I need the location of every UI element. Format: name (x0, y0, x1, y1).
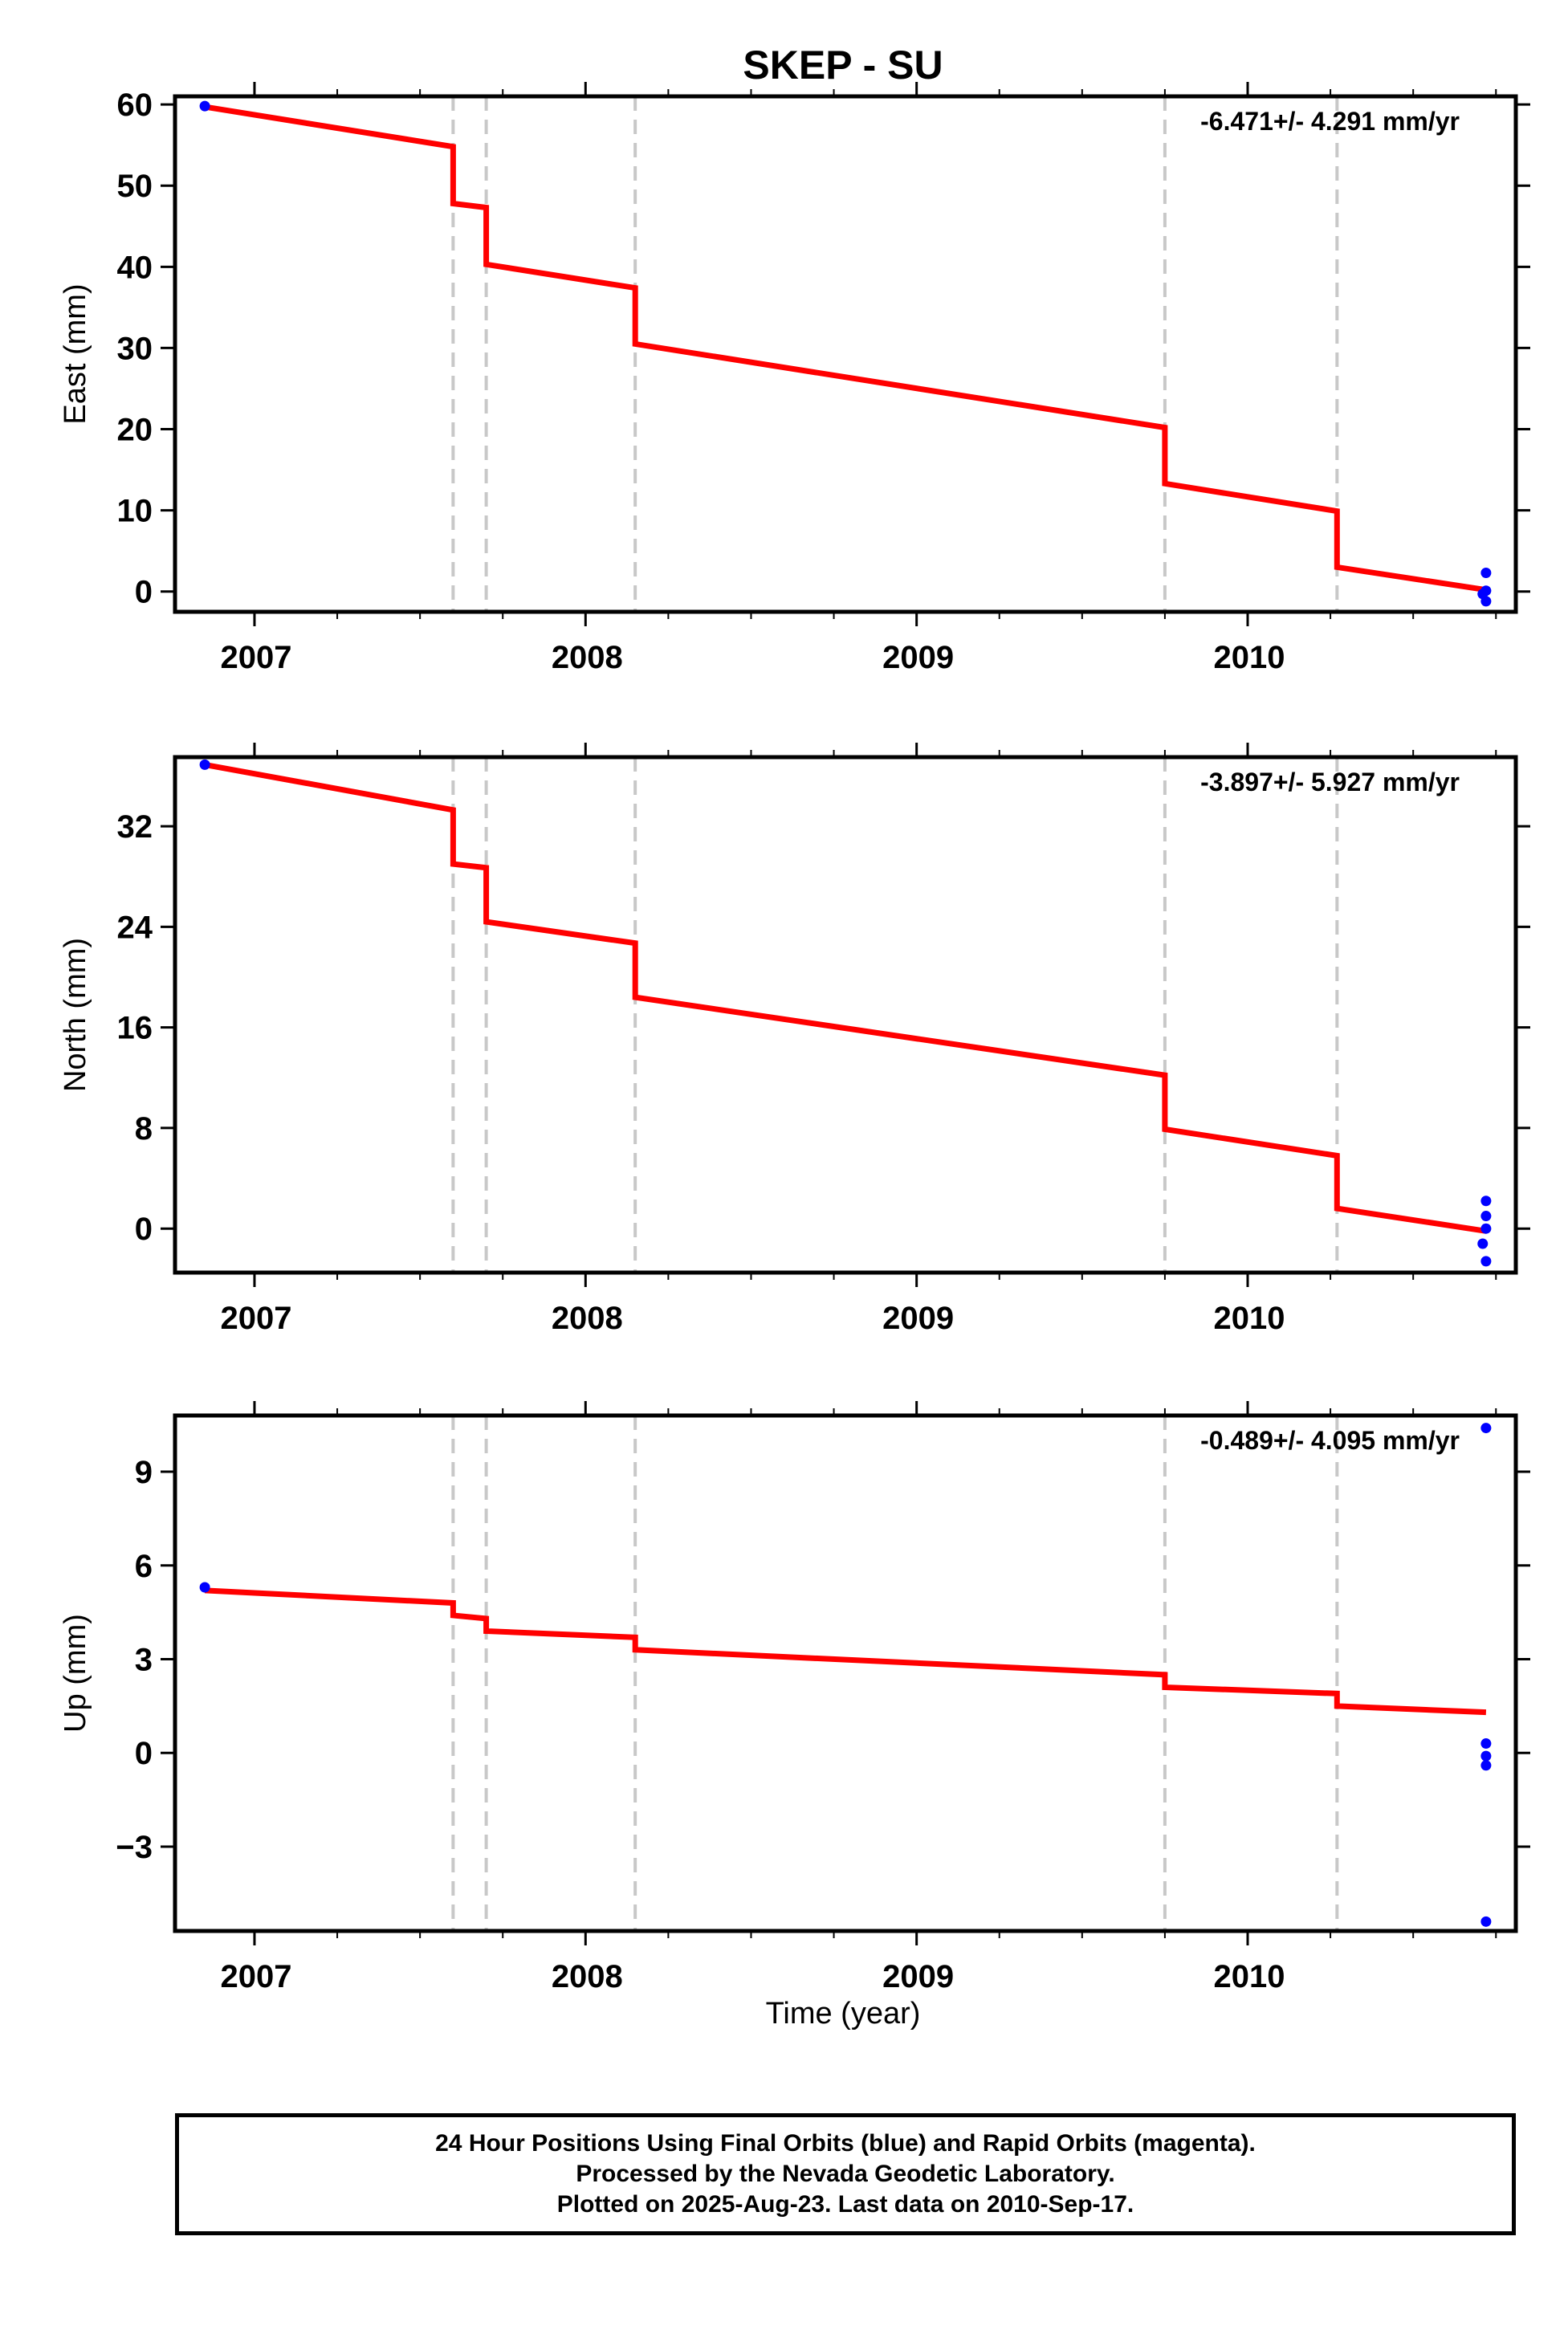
data-point (199, 1582, 210, 1593)
y-tick-label: 3 (135, 1642, 153, 1677)
y-tick-label: 0 (135, 575, 153, 610)
y-tick-label: 40 (117, 250, 153, 285)
y-tick-label: 10 (117, 494, 153, 529)
data-point (1480, 1223, 1492, 1234)
x-tick-label: 2007 (220, 640, 291, 675)
data-point (1480, 596, 1492, 607)
x-tick-label: 2009 (882, 1301, 954, 1336)
data-point (1477, 1238, 1489, 1249)
x-tick-label: 2008 (552, 1959, 623, 1994)
y-tick-label: 20 (117, 413, 153, 448)
y-tick-label: 16 (117, 1011, 153, 1046)
footer-line-2: Processed by the Nevada Geodetic Laborat… (576, 2161, 1115, 2187)
model-line (204, 104, 1487, 593)
data-point (1480, 585, 1492, 597)
data-point (1480, 1196, 1492, 1207)
y-tick-label: 6 (135, 1549, 153, 1584)
y-axis-label: North (mm) (59, 938, 92, 1092)
rate-annotation: -0.489+/- 4.095 mm/yr (1200, 1426, 1460, 1455)
data-point (199, 100, 210, 112)
y-tick-label: −3 (116, 1830, 153, 1865)
panel-1: 2007 2008 2009 2010 0 10 20 30 40 50 60 East (mm) -6… (59, 82, 1530, 675)
data-point (1480, 1916, 1492, 1927)
panel-2: 2007 2008 2009 2010 0 8 16 24 32 North (mm) -3.897… (59, 743, 1530, 1336)
y-tick-label: 50 (117, 169, 153, 204)
data-point (1480, 1738, 1492, 1750)
rate-annotation: -6.471+/- 4.291 mm/yr (1200, 107, 1460, 136)
data-point (1480, 1256, 1492, 1267)
y-tick-label: 32 (117, 809, 153, 845)
x-axis-label: Time (year) (766, 1997, 921, 2031)
footer-line-3: Plotted on 2025-Aug-23. Last data on 201… (556, 2191, 1134, 2218)
y-tick-label: 24 (117, 910, 153, 945)
footer-box: 24 Hour Positions Using Final Orbits (bl… (175, 2113, 1516, 2235)
chart-title: SKEP - SU (743, 43, 943, 88)
y-axis-label: East (mm) (59, 283, 92, 424)
x-tick-label: 2010 (1214, 1959, 1285, 1994)
panel-3: 2007 2008 2009 2010 −3 0 3 6 9 Up (mm) -0.489+/- 4… (59, 1401, 1530, 1994)
y-tick-label: 30 (117, 331, 153, 366)
x-tick-label: 2008 (552, 1301, 623, 1336)
y-tick-label: 0 (135, 1212, 153, 1247)
data-point (1480, 1423, 1492, 1434)
y-tick-label: 9 (135, 1455, 153, 1490)
data-point (1480, 1750, 1492, 1762)
data-point (1480, 1211, 1492, 1222)
plot-frame (173, 755, 1518, 1275)
data-point (199, 759, 210, 770)
plot-frame (173, 94, 1518, 614)
model-line (204, 1587, 1487, 1716)
x-tick-label: 2009 (882, 640, 954, 675)
y-axis-label: Up (mm) (59, 1614, 92, 1733)
plot-frame (173, 1413, 1518, 1933)
x-tick-label: 2009 (882, 1959, 954, 1994)
footer-line-1: 24 Hour Positions Using Final Orbits (bl… (435, 2130, 1256, 2157)
y-tick-label: 0 (135, 1736, 153, 1771)
x-tick-label: 2008 (552, 640, 623, 675)
x-tick-label: 2010 (1214, 640, 1285, 675)
data-point (1480, 567, 1492, 578)
y-tick-label: 8 (135, 1111, 153, 1147)
rate-annotation: -3.897+/- 5.927 mm/yr (1200, 768, 1460, 796)
y-tick-label: 60 (117, 88, 153, 123)
x-tick-label: 2007 (220, 1959, 291, 1994)
data-point (1480, 1760, 1492, 1771)
x-tick-label: 2007 (220, 1301, 291, 1336)
x-tick-label: 2010 (1214, 1301, 1285, 1336)
model-line (204, 761, 1487, 1234)
